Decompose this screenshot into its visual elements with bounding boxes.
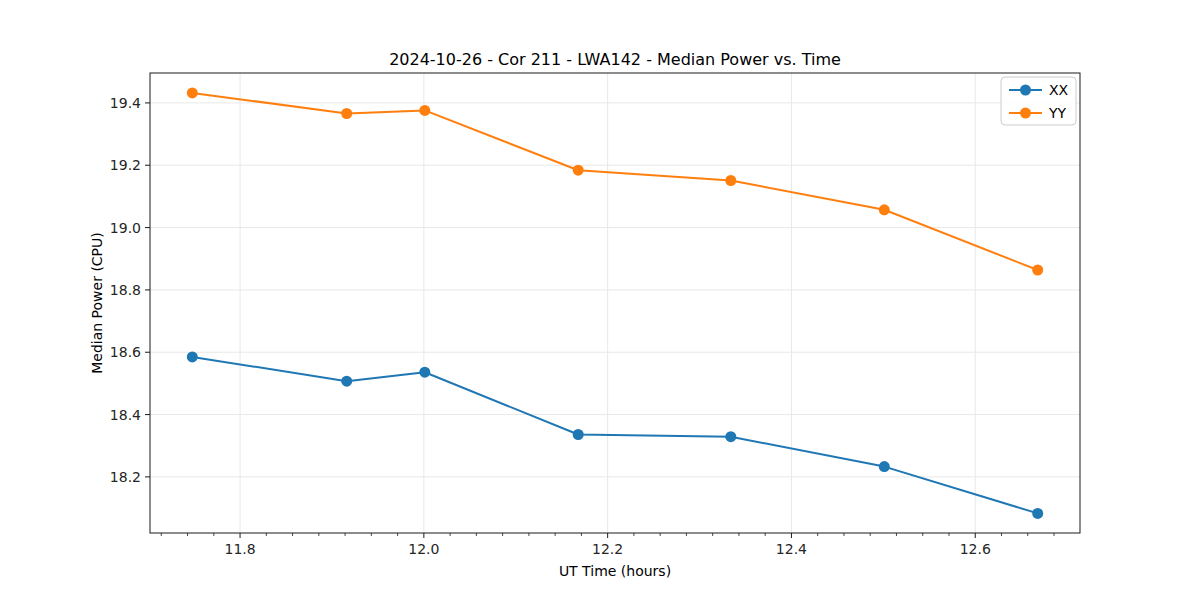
y-tick-label: 19.2 — [110, 157, 141, 173]
data-point-marker — [341, 108, 352, 119]
plot-canvas: 11.8 12.0 12.2 12.4 12.6 18.2 18.4 18.6 18.8 19.0… — [0, 0, 1200, 600]
data-point-marker — [1032, 508, 1043, 519]
data-point-marker — [725, 175, 736, 186]
x-tick-label: 12.6 — [960, 541, 991, 557]
chart-figure: 11.8 12.0 12.2 12.4 12.6 18.2 18.4 18.6 18.8 19.0… — [0, 0, 1200, 600]
series-xx — [187, 351, 1043, 519]
series-line — [192, 93, 1037, 270]
y-tick-label: 18.6 — [110, 344, 141, 360]
data-point-marker — [879, 204, 890, 215]
x-tick-label: 11.8 — [224, 541, 255, 557]
data-point-marker — [187, 87, 198, 98]
legend-label: XX — [1049, 82, 1069, 98]
data-point-marker — [419, 105, 430, 116]
data-point-marker — [1032, 265, 1043, 276]
data-point-marker — [573, 165, 584, 176]
y-tick-label: 19.0 — [110, 220, 141, 236]
data-point-marker — [341, 376, 352, 387]
legend: XX YY — [1001, 77, 1076, 125]
data-point-marker — [725, 431, 736, 442]
data-point-marker — [879, 461, 890, 472]
y-tick-label: 18.4 — [110, 407, 141, 423]
data-point-marker — [573, 429, 584, 440]
x-tick-label: 12.4 — [776, 541, 807, 557]
grid-lines — [150, 73, 1080, 533]
x-tick-label: 12.0 — [408, 541, 439, 557]
plot-border — [150, 73, 1080, 533]
axis-ticks: 11.8 12.0 12.2 12.4 12.6 18.2 18.4 18.6 18.8 19.0… — [110, 95, 1054, 557]
x-tick-label: 12.2 — [592, 541, 623, 557]
chart-title: 2024-10-26 - Cor 211 - LWA142 - Median P… — [150, 50, 1080, 69]
series-line — [192, 357, 1037, 514]
y-tick-label: 19.4 — [110, 95, 141, 111]
legend-marker-sample — [1020, 85, 1031, 96]
legend-label: YY — [1048, 105, 1067, 121]
y-axis-label: Median Power (CPU) — [89, 232, 105, 374]
data-point-marker — [419, 367, 430, 378]
series-yy — [187, 87, 1043, 275]
legend-marker-sample — [1020, 108, 1031, 119]
data-point-marker — [187, 351, 198, 362]
y-tick-label: 18.2 — [110, 469, 141, 485]
y-tick-label: 18.8 — [110, 282, 141, 298]
x-axis-label: UT Time (hours) — [150, 563, 1080, 579]
